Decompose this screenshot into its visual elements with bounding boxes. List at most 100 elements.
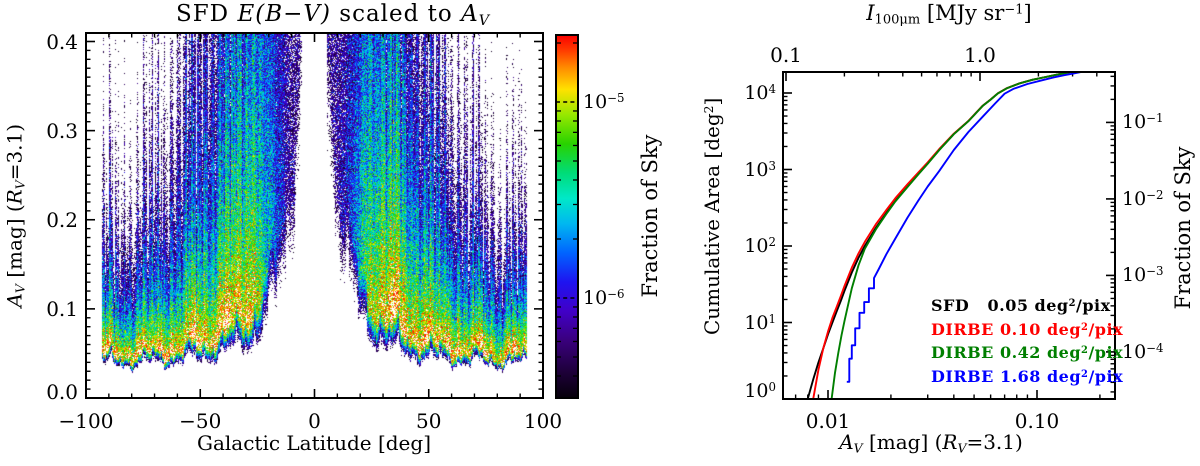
text-segment: 2 <box>1081 321 1089 333</box>
tick-label: 101 <box>744 312 776 334</box>
text-segment: SFD <box>175 1 238 27</box>
text-segment: [mag] ( <box>2 204 27 285</box>
text-segment: A <box>839 430 854 454</box>
tick-label: 0.4 <box>46 30 78 54</box>
colorbar-label: Fraction of Sky <box>638 134 662 298</box>
text-segment: 10 <box>1122 187 1147 210</box>
text-segment: /pix <box>1088 343 1124 363</box>
tick-label: 100 <box>744 380 776 402</box>
tick-label: 0.0 <box>46 380 78 404</box>
text-segment: 2 <box>1081 345 1089 357</box>
left-y-axis-label: AV [mag] (RV=3.1) <box>2 116 27 316</box>
tick-label: 0.2 <box>46 207 78 232</box>
left-x-axis-label: Galactic Latitude [deg] <box>196 431 431 455</box>
text-segment: 1 <box>768 311 777 326</box>
text-segment: −4 <box>1146 341 1164 356</box>
text-segment: 0 <box>768 380 777 395</box>
text-segment: 2 <box>768 235 777 250</box>
text-segment: SFD 0.05 deg <box>931 296 1069 315</box>
text-segment: 2 <box>700 105 716 114</box>
colorbar-tick-1e-6: 10−6 <box>583 287 625 309</box>
text-segment: −2 <box>1146 188 1164 203</box>
colorbar-frame <box>555 34 579 399</box>
tick-label: 1.0 <box>964 43 996 67</box>
text-segment: ] <box>1023 1 1032 25</box>
text-segment: −1 <box>1146 111 1164 126</box>
text-segment: 10 <box>1122 340 1147 363</box>
tick-label: 10−1 <box>1122 111 1164 133</box>
text-segment: 2 <box>1068 298 1076 310</box>
colorbar-gradient <box>556 35 578 398</box>
text-segment: 10 <box>583 287 608 309</box>
tick-label: 0.1 <box>770 43 802 67</box>
text-segment: −1 <box>1004 2 1024 18</box>
tick-label: −100 <box>58 409 114 433</box>
text-segment: V <box>853 440 863 456</box>
text-segment: 10 <box>583 91 608 113</box>
text-segment: 3 <box>768 158 777 173</box>
text-segment: V <box>12 180 28 190</box>
tick-label: 0.10 <box>1014 409 1060 433</box>
tick-label: 102 <box>744 235 776 257</box>
text-segment: I <box>866 1 875 25</box>
text-segment: [MJy sr <box>920 1 1005 25</box>
text-segment: 10 <box>1122 264 1147 287</box>
legend-item-1: DIRBE 0.10 deg2/pix <box>931 320 1123 339</box>
text-segment: DIRBE 1.68 deg <box>931 367 1082 387</box>
right-top-axis-label: I100μm [MJy sr−1] <box>783 1 1115 28</box>
text-segment: 10 <box>744 235 769 257</box>
curve-dirbe-1.68 <box>846 73 1081 383</box>
text-segment: DIRBE 0.42 deg <box>931 343 1082 363</box>
text-segment: [mag] ( <box>862 430 943 454</box>
tick-label: 0.1 <box>46 296 78 321</box>
text-segment: 2 <box>1081 369 1089 381</box>
text-segment: R <box>942 430 958 454</box>
tick-label: 104 <box>744 82 776 104</box>
legend-item-3: DIRBE 1.68 deg2/pix <box>931 367 1123 386</box>
text-segment: E(B−V) <box>237 1 331 27</box>
tick-label: 10−2 <box>1122 188 1164 210</box>
text-segment: 100μm <box>874 12 921 28</box>
text-segment: −6 <box>607 287 625 302</box>
right-plot-frame <box>782 71 1116 400</box>
text-segment: Cumulative Area [deg <box>700 113 724 335</box>
text-segment: R <box>2 189 27 205</box>
density-heatmap <box>87 34 542 397</box>
legend-item-2: DIRBE 0.42 deg2/pix <box>931 343 1123 362</box>
left-panel-title: SFD E(B−V) scaled to AV <box>120 1 546 29</box>
left-plot-frame <box>85 32 544 399</box>
curve-dirbe-0.42 <box>830 73 1071 398</box>
colorbar-tick-1e-5: 10−5 <box>583 91 625 113</box>
tick-label: 103 <box>744 159 776 181</box>
text-segment: V <box>12 284 28 294</box>
text-segment: /pix <box>1076 296 1111 315</box>
text-segment: −3 <box>1146 264 1164 279</box>
text-segment: V <box>478 12 491 29</box>
text-segment: 10 <box>744 158 769 181</box>
tick-label: 10−3 <box>1122 264 1164 286</box>
right-y-axis-label: Cumulative Area [deg2] <box>700 98 724 335</box>
text-segment: ] <box>700 97 724 106</box>
text-segment: A <box>2 293 27 308</box>
right-fraction-axis-label: Fraction of Sky <box>1171 146 1195 310</box>
text-segment: A <box>461 1 479 27</box>
text-segment: −5 <box>607 91 625 106</box>
text-segment: 10 <box>744 82 769 104</box>
right-x-axis-label: AV [mag] (RV=3.1) <box>781 430 1081 455</box>
text-segment: scaled to <box>330 1 462 27</box>
text-segment: /pix <box>1088 319 1124 339</box>
tick-label: 0.3 <box>46 118 78 143</box>
tick-label: 0 <box>308 409 321 433</box>
text-segment: DIRBE 0.10 deg <box>931 319 1082 339</box>
text-segment: V <box>957 440 967 456</box>
legend-item-0: SFD 0.05 deg2/pix <box>931 296 1111 315</box>
text-segment: =3.1) <box>2 123 27 181</box>
text-segment: 4 <box>768 82 777 97</box>
text-segment: 10 <box>744 380 769 402</box>
tick-label: 100 <box>523 409 563 433</box>
tick-label: −50 <box>179 409 222 433</box>
tick-label: 0.01 <box>805 409 851 433</box>
tick-label: 10−4 <box>1122 341 1164 363</box>
